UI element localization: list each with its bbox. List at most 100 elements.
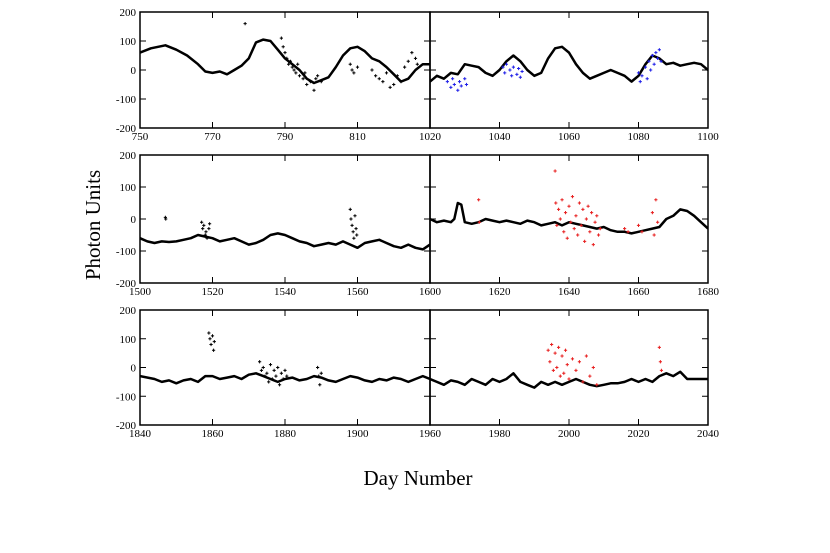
trend-line [140, 372, 430, 385]
data-point [316, 74, 320, 78]
data-point [287, 62, 291, 66]
data-point [659, 59, 663, 63]
data-point [212, 340, 216, 344]
data-point [586, 204, 590, 208]
data-point [406, 59, 410, 63]
data-point [623, 227, 627, 231]
data-point [290, 65, 294, 69]
data-point [569, 220, 573, 224]
data-point [203, 233, 207, 237]
data-point [588, 374, 592, 378]
x-tick-label: 790 [277, 131, 294, 143]
data-point [515, 72, 519, 76]
data-point [595, 214, 599, 218]
data-point [355, 65, 360, 69]
data-point [258, 360, 262, 364]
data-point [546, 348, 550, 352]
data-point [565, 363, 569, 367]
panel-frame [429, 11, 709, 129]
y-tick-label: -100 [116, 94, 137, 106]
y-tick-label: 200 [120, 305, 137, 317]
data-point [595, 383, 599, 387]
x-tick-label: 1020 [419, 131, 442, 143]
data-point [207, 227, 211, 231]
data-point [548, 360, 552, 364]
data-point [626, 230, 630, 234]
data-point [459, 84, 463, 88]
data-point [640, 74, 644, 78]
data-point [281, 45, 285, 49]
data-point [456, 88, 460, 92]
x-tick-label: 1540 [274, 286, 297, 298]
data-point [281, 377, 285, 381]
data-point [583, 239, 587, 243]
data-point [352, 71, 356, 75]
data-point [413, 56, 418, 60]
data-point [555, 223, 559, 227]
data-point [591, 243, 595, 247]
data-point [297, 74, 302, 78]
data-point [445, 80, 449, 84]
data-point [656, 56, 660, 60]
data-point [296, 62, 300, 66]
data-point [577, 201, 582, 205]
data-point [319, 371, 323, 375]
data-point [576, 233, 580, 237]
data-point [584, 354, 588, 358]
data-point [477, 220, 481, 224]
data-point [558, 217, 562, 221]
x-tick-label: 1640 [558, 286, 581, 298]
data-point [563, 211, 568, 215]
panel-frame [139, 309, 431, 426]
data-point [574, 368, 578, 372]
data-point [277, 383, 282, 387]
x-tick-label: 1060 [558, 131, 581, 143]
data-point [659, 368, 664, 372]
data-point [551, 368, 555, 372]
x-tick-label: 1560 [347, 286, 370, 298]
data-point [658, 360, 662, 364]
data-point [463, 77, 467, 81]
data-point [312, 88, 316, 92]
data-point [272, 368, 276, 372]
data-point [317, 374, 321, 378]
trend-line [140, 38, 430, 85]
x-tick-label: 2020 [628, 428, 651, 440]
data-point [243, 22, 247, 26]
y-tick-label: -100 [116, 246, 137, 258]
data-point [652, 233, 656, 237]
data-point [457, 80, 462, 84]
data-point [274, 374, 278, 378]
panel-frame [429, 154, 709, 284]
data-point [636, 223, 641, 227]
x-tick-label: 1840 [129, 428, 152, 440]
data-point [399, 80, 403, 84]
x-tick-label: 1620 [489, 286, 512, 298]
data-point [508, 68, 512, 72]
data-point [452, 82, 456, 87]
data-point [638, 80, 642, 84]
data-point [503, 71, 507, 75]
data-point [560, 198, 564, 202]
data-point [647, 59, 651, 63]
data-point [292, 68, 296, 72]
data-point [354, 227, 358, 231]
data-point [283, 51, 287, 55]
y-tick-label: 200 [120, 150, 137, 162]
data-point [353, 214, 357, 218]
y-tick-label: 100 [120, 36, 137, 48]
y-tick-label: 200 [120, 7, 137, 19]
data-point [208, 222, 212, 226]
data-point [288, 59, 293, 63]
data-point [351, 230, 355, 234]
data-point [553, 351, 557, 355]
data-point [650, 211, 654, 215]
data-point [598, 227, 602, 231]
trend-line [430, 370, 708, 389]
x-tick-label: 1600 [419, 286, 442, 298]
data-point [207, 331, 211, 335]
data-point [276, 365, 280, 370]
trend-line [430, 201, 708, 235]
x-tick-label: 1500 [129, 286, 152, 298]
